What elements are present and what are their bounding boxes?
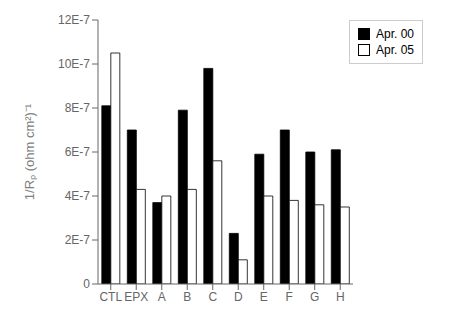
svg-text:B: B <box>183 290 191 304</box>
svg-text:C: C <box>208 290 217 304</box>
html-text:Apr. 00: Apr. 00 <box>376 27 414 41</box>
svg-text:4E-7: 4E-7 <box>65 189 91 203</box>
svg-text:EPX: EPX <box>124 290 148 304</box>
svg-text:0: 0 <box>83 277 90 291</box>
svg-text:6E-7: 6E-7 <box>65 145 91 159</box>
svg-text:D: D <box>234 290 243 304</box>
svg-text:G: G <box>310 290 319 304</box>
svg-text:F: F <box>286 290 293 304</box>
svg-text:CTL: CTL <box>99 290 122 304</box>
html-text:Apr. 05: Apr. 05 <box>376 43 414 57</box>
svg-text:H: H <box>336 290 345 304</box>
svg-text:12E-7: 12E-7 <box>58 13 90 27</box>
svg-text:E: E <box>260 290 268 304</box>
svg-text:1/Rₚ (ohm cm²)⁻¹: 1/Rₚ (ohm cm²)⁻¹ <box>22 103 38 200</box>
svg-text:8E-7: 8E-7 <box>65 101 91 115</box>
svg-text:2E-7: 2E-7 <box>65 233 91 247</box>
svg-text:A: A <box>158 290 166 304</box>
svg-text:10E-7: 10E-7 <box>58 57 90 71</box>
